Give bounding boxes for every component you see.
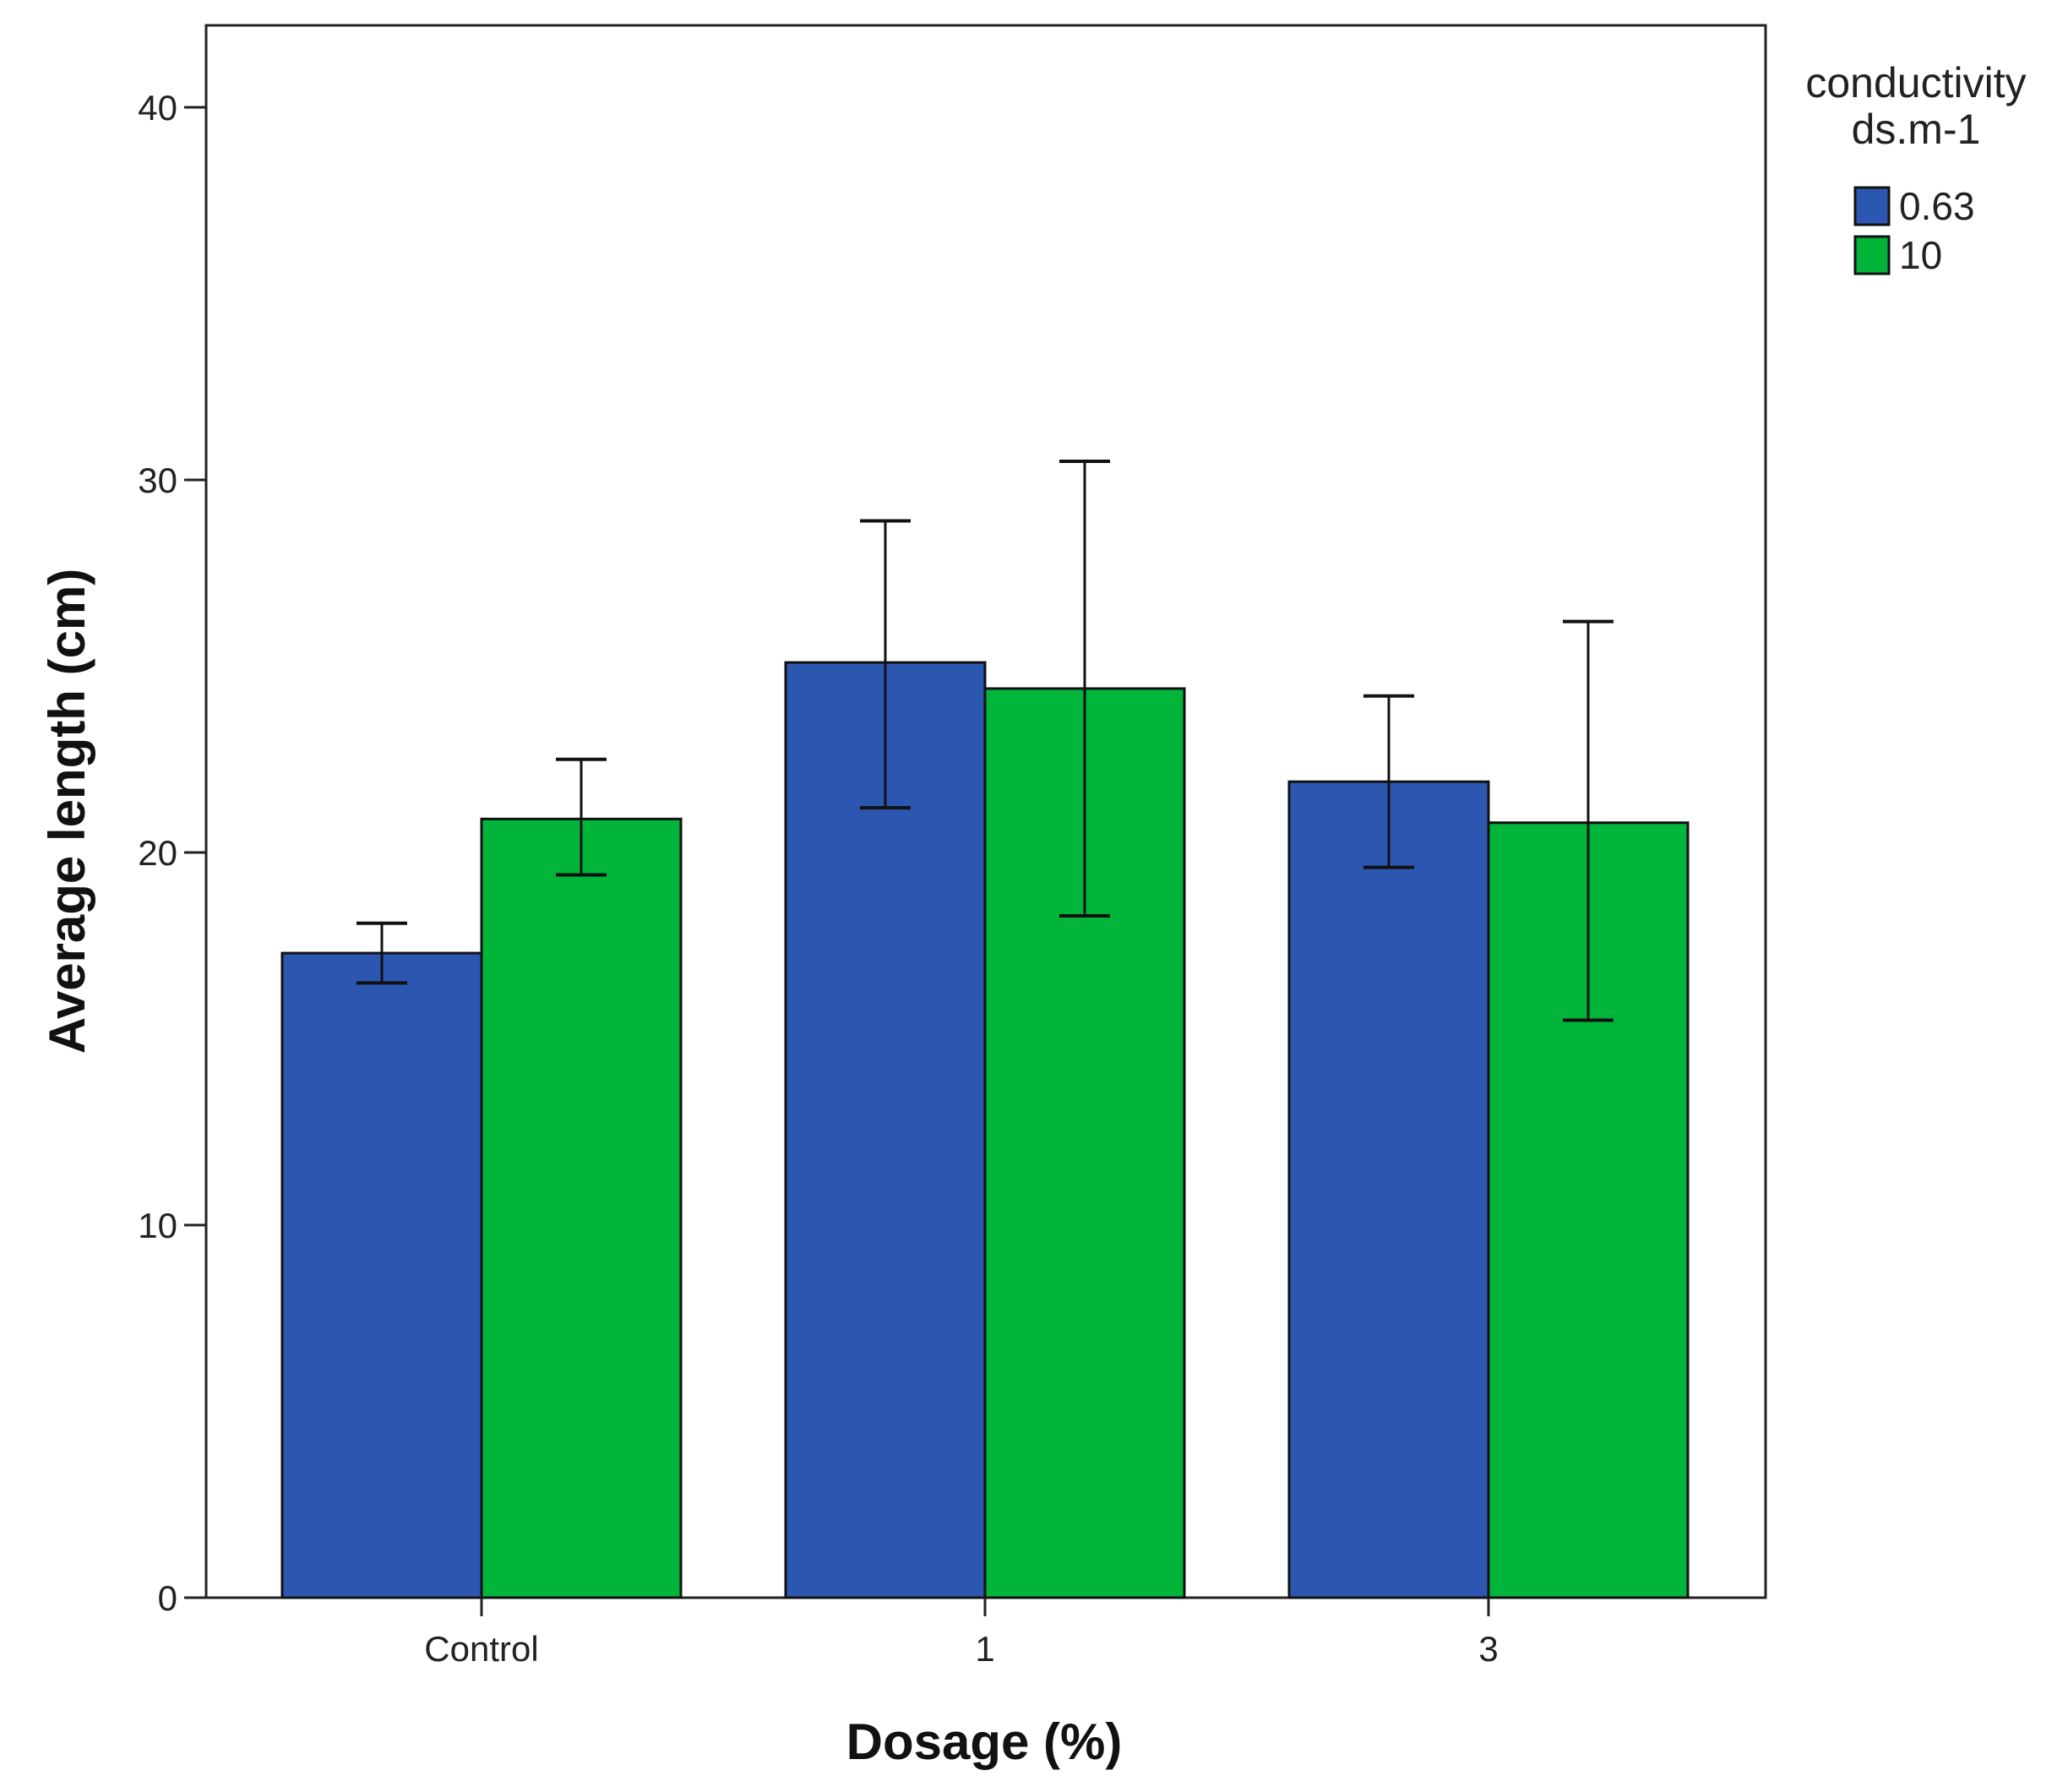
legend-label: 0.63 — [1899, 184, 1975, 228]
x-axis-title: Dosage (%) — [846, 1713, 1123, 1770]
legend-title-line-1: conductivity — [1805, 59, 2026, 106]
bar — [784, 661, 987, 1599]
bar — [480, 817, 683, 1599]
bars-layer — [280, 661, 1690, 1599]
y-tick-label: 40 — [138, 88, 177, 128]
bar — [280, 951, 483, 1599]
bar — [1287, 780, 1490, 1599]
y-axis: 0 10 20 30 40 — [138, 88, 206, 1618]
y-tick-label: 0 — [158, 1578, 177, 1618]
legend-swatch — [1853, 186, 1891, 226]
legend-title-line-2: ds.m-1 — [1852, 106, 1981, 153]
legend-label: 10 — [1899, 233, 1942, 277]
legend-entries: 0.63 10 — [1853, 184, 1975, 277]
legend-swatch — [1853, 235, 1891, 275]
x-tick-label: 3 — [1478, 1629, 1498, 1669]
legend: conductivity ds.m-1 0.63 10 — [1805, 59, 2026, 277]
x-tick-label: Control — [424, 1629, 538, 1669]
error-bars-layer — [356, 459, 1614, 1022]
y-tick-label: 10 — [138, 1206, 177, 1245]
x-tick-label: 1 — [975, 1629, 994, 1669]
y-tick-label: 20 — [138, 833, 177, 873]
y-axis-title: Average length (cm) — [39, 569, 95, 1054]
x-axis: Control 1 3 — [424, 1598, 1499, 1669]
y-tick-label: 30 — [138, 460, 177, 500]
